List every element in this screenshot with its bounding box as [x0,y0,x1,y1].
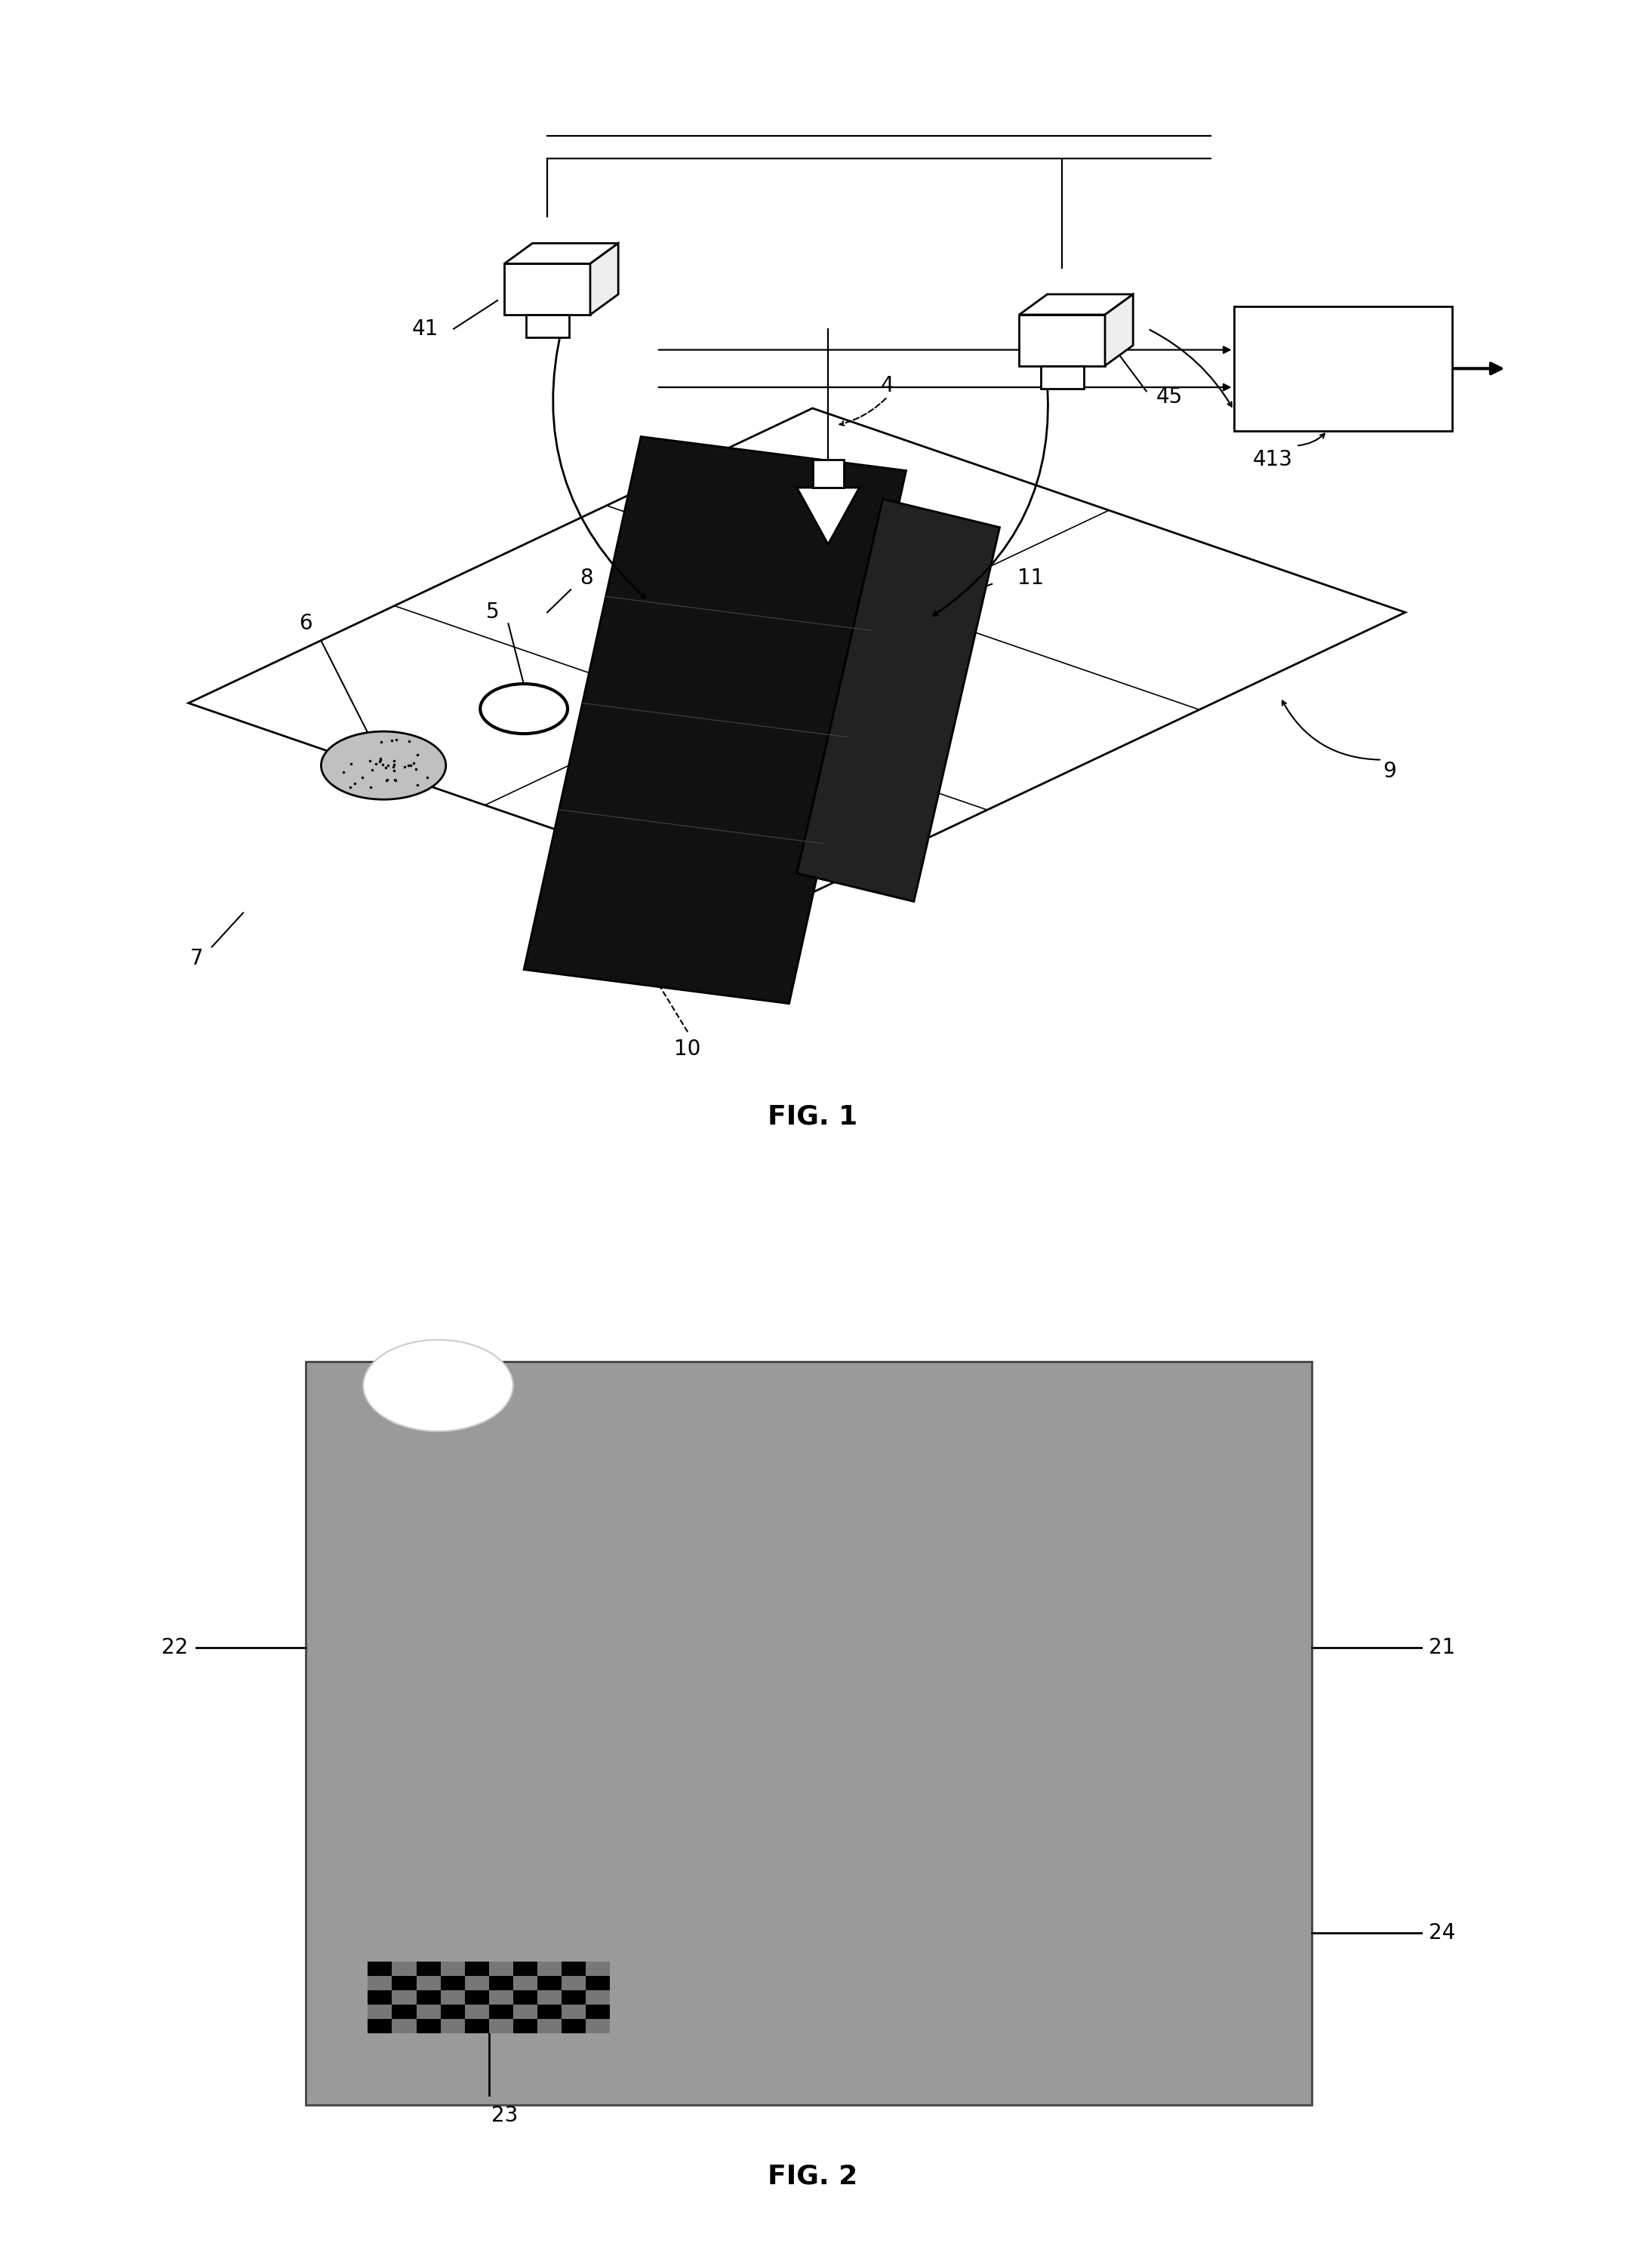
Text: 9: 9 [1383,760,1396,782]
Polygon shape [416,2019,440,2034]
Polygon shape [392,1975,416,1991]
Polygon shape [504,243,618,263]
Polygon shape [1233,306,1453,431]
Polygon shape [1040,365,1084,388]
Ellipse shape [322,730,445,801]
Polygon shape [367,1975,392,1991]
Text: 11: 11 [1017,567,1045,590]
Text: 22: 22 [162,1637,189,1658]
Polygon shape [489,2005,514,2019]
Polygon shape [548,692,1103,1229]
Polygon shape [585,1991,609,2005]
Polygon shape [514,2005,538,2019]
Polygon shape [585,2005,609,2019]
Polygon shape [504,263,590,315]
Polygon shape [440,1962,465,1975]
Text: 10: 10 [674,1039,700,1059]
Polygon shape [590,243,618,315]
Polygon shape [752,900,1086,1166]
Polygon shape [489,2019,514,2034]
Polygon shape [523,435,907,1002]
Polygon shape [585,2019,609,2034]
Circle shape [364,1340,514,1431]
Text: 24: 24 [1428,1923,1456,1944]
Text: 21: 21 [1428,1637,1456,1658]
Polygon shape [465,1962,489,1975]
Text: 41: 41 [411,318,439,340]
Text: FIG. 2: FIG. 2 [767,2164,858,2189]
Polygon shape [561,1975,585,1991]
Polygon shape [585,1975,609,1991]
Polygon shape [796,499,999,903]
Polygon shape [465,2005,489,2019]
Polygon shape [367,2005,392,2019]
Polygon shape [416,2005,440,2019]
Polygon shape [440,2019,465,2034]
Polygon shape [585,1962,609,1975]
Polygon shape [392,2019,416,2034]
Polygon shape [306,1361,1311,2105]
Polygon shape [392,1991,416,2005]
Polygon shape [561,1991,585,2005]
Polygon shape [489,1962,514,1975]
Polygon shape [538,1962,561,1975]
Polygon shape [416,1991,440,2005]
Polygon shape [440,1975,465,1991]
Polygon shape [1019,295,1133,315]
Polygon shape [561,2005,585,2019]
Text: 7: 7 [190,948,203,968]
Text: 5: 5 [486,601,499,624]
Polygon shape [1105,295,1133,365]
Polygon shape [416,1975,440,1991]
Text: 23: 23 [491,2105,518,2125]
Polygon shape [538,2019,561,2034]
Polygon shape [514,1962,538,1975]
Polygon shape [538,2005,561,2019]
Text: 45: 45 [1155,386,1183,408]
Polygon shape [514,2019,538,2034]
Polygon shape [392,2005,416,2019]
Polygon shape [1019,315,1105,365]
Polygon shape [561,2019,585,2034]
Text: 413: 413 [1253,449,1294,469]
Polygon shape [416,1962,440,1975]
Ellipse shape [481,685,567,735]
Text: 4: 4 [881,374,894,397]
Polygon shape [538,1975,561,1991]
Polygon shape [367,2019,392,2034]
Polygon shape [673,801,1144,1209]
Polygon shape [189,408,1406,907]
Polygon shape [796,488,860,544]
Polygon shape [465,1991,489,2005]
Text: 8: 8 [580,567,593,590]
Polygon shape [465,1975,489,1991]
Polygon shape [514,1975,538,1991]
Polygon shape [489,1975,514,1991]
Polygon shape [440,2005,465,2019]
Text: FIG. 1: FIG. 1 [767,1105,858,1129]
Polygon shape [367,1991,392,2005]
Text: 6: 6 [299,612,312,635]
Polygon shape [392,1962,416,1975]
Polygon shape [526,315,569,338]
Polygon shape [489,1991,514,2005]
Polygon shape [561,1962,585,1975]
Polygon shape [440,1991,465,2005]
Polygon shape [367,1962,392,1975]
Polygon shape [514,1991,538,2005]
Polygon shape [465,2019,489,2034]
Polygon shape [538,1991,561,2005]
Polygon shape [812,458,843,488]
